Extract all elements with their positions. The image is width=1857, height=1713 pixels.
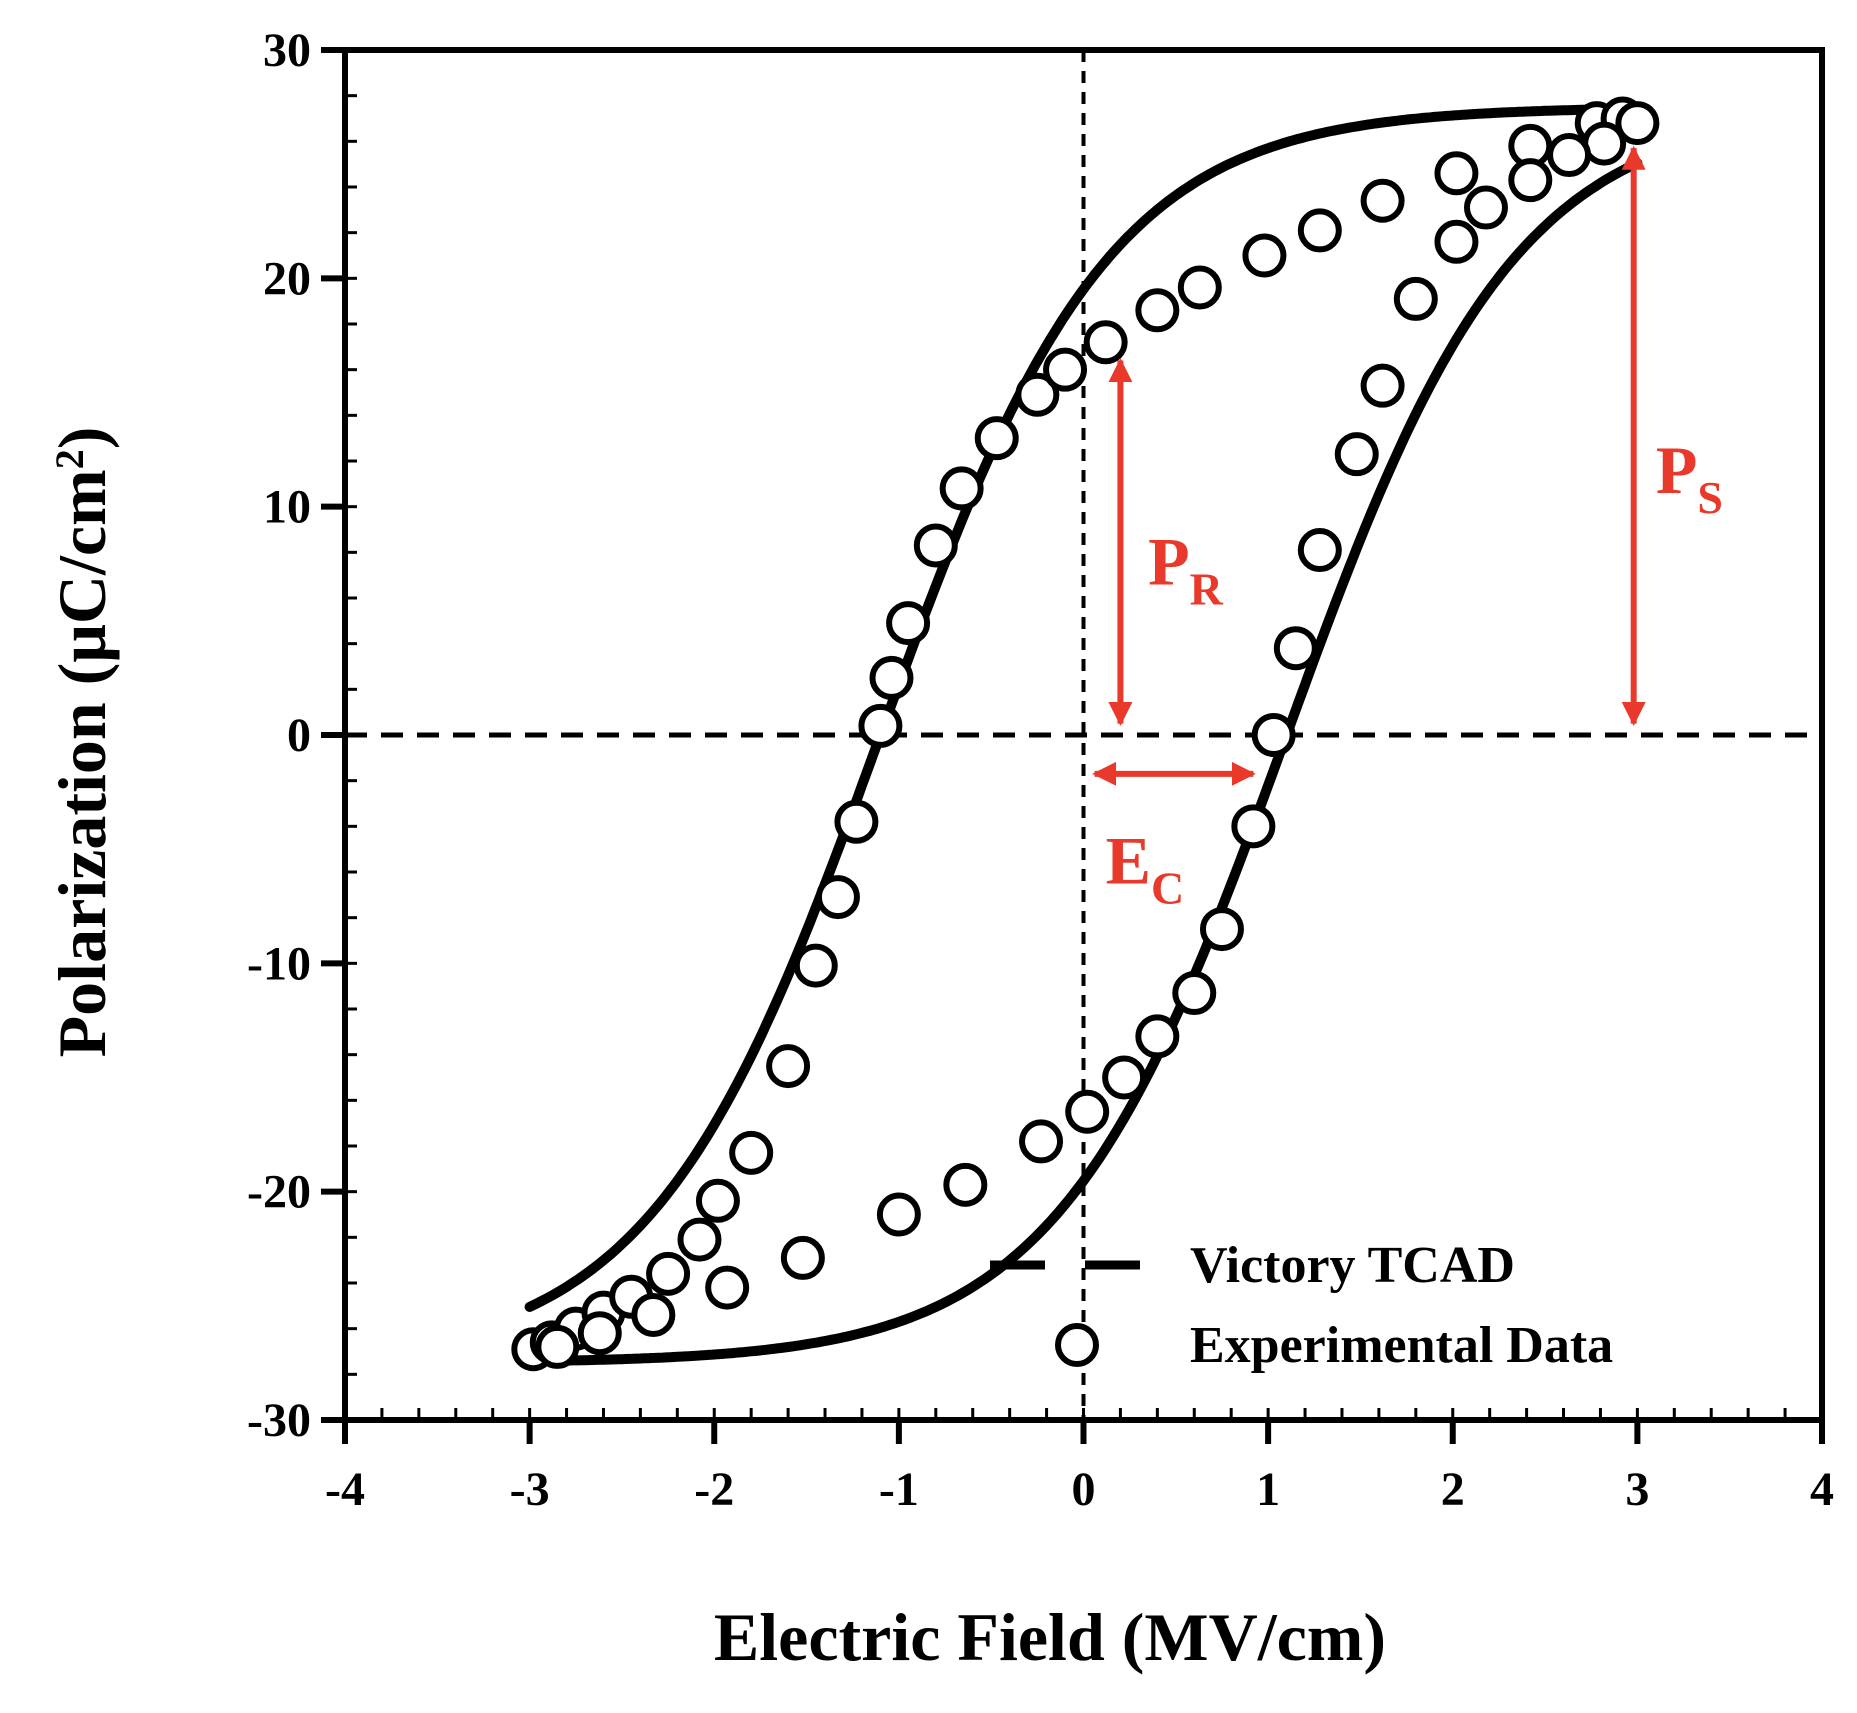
x-tick-label: 1 <box>1256 1463 1280 1516</box>
x-tick-label: -4 <box>325 1463 365 1516</box>
y-axis-title-sup: 2 <box>47 449 92 469</box>
experimental-data-point <box>1172 971 1217 1016</box>
x-tick-label: -2 <box>694 1463 734 1516</box>
experimental-data-point <box>1083 320 1128 365</box>
experimental-data-point <box>695 1178 740 1223</box>
experimental-data-point <box>1297 528 1342 573</box>
experimental-data-point <box>1463 185 1508 230</box>
y-tick-label: 0 <box>287 709 311 762</box>
tcad-ascending-branch <box>524 158 1643 1367</box>
pr-label: PR <box>1148 523 1224 614</box>
y-tick-label: 20 <box>263 252 311 305</box>
experimental-data-point <box>943 1162 988 1207</box>
x-tick-label: 2 <box>1441 1463 1465 1516</box>
ps-label-main: P <box>1656 432 1698 508</box>
experimental-data-point <box>1135 288 1180 333</box>
experimental-data-point <box>1508 158 1553 203</box>
experimental-data-point <box>646 1251 691 1296</box>
experimental-data-point <box>1434 151 1479 196</box>
x-tick-label: 4 <box>1810 1463 1834 1516</box>
x-tick-label: -3 <box>510 1463 550 1516</box>
experimental-data-point <box>858 703 903 748</box>
victory-tcad-series <box>524 103 1643 1367</box>
y-tick-label: -20 <box>247 1166 311 1219</box>
plot-frame <box>321 47 1825 1444</box>
y-tick-label: 30 <box>263 24 311 77</box>
pr-label-sub: R <box>1190 563 1224 614</box>
legend-label-experimental: Experimental Data <box>1190 1317 1613 1374</box>
experimental-data-point <box>577 1311 622 1356</box>
experimental-data-point <box>677 1217 722 1262</box>
ec-label-sub: C <box>1151 862 1184 913</box>
experimental-data-point <box>869 655 914 700</box>
experimental-data-point <box>1242 233 1287 278</box>
x-tick-label: -1 <box>879 1463 919 1516</box>
legend: Victory TCAD Experimental Data <box>990 1237 1613 1374</box>
experimental-data-point <box>876 1192 921 1237</box>
experimental-data-point <box>1297 208 1342 253</box>
tcad-descending-branch <box>524 103 1643 1312</box>
y-tick-label: 10 <box>263 481 311 534</box>
experimental-data-series <box>511 96 1660 1372</box>
y-axis-title-main: Polarization (μC/cm <box>44 469 120 1057</box>
experimental-data-point <box>793 943 838 988</box>
experimental-data-point <box>1393 276 1438 321</box>
experimental-data-point <box>1334 432 1379 477</box>
experimental-data-point <box>974 416 1019 461</box>
experimental-data-point <box>815 875 860 920</box>
x-tick-label: 3 <box>1625 1463 1649 1516</box>
experimental-data-point <box>1615 101 1660 146</box>
ps-label-sub: S <box>1697 472 1723 523</box>
legend-label-tcad: Victory TCAD <box>1190 1237 1515 1294</box>
experimental-data-point <box>766 1044 811 1089</box>
experimental-data-point <box>1177 265 1222 310</box>
experimental-data-point <box>1360 363 1405 408</box>
x-tick-label: 0 <box>1072 1463 1096 1516</box>
y-axis-title-end: ) <box>44 427 120 450</box>
experimental-data-point <box>1043 347 1088 392</box>
experimental-data-point <box>780 1235 825 1280</box>
experimental-data-point <box>1251 713 1296 757</box>
experimental-data-point <box>1273 626 1318 671</box>
reference-lines <box>345 50 1822 1420</box>
experimental-data-point <box>1199 907 1244 952</box>
ec-label-main: E <box>1106 822 1151 898</box>
experimental-data-point <box>1434 219 1479 264</box>
experimental-data-point <box>1015 372 1060 417</box>
experimental-data-point <box>886 601 931 646</box>
experimental-data-point <box>1360 178 1405 223</box>
experimental-data-point <box>705 1265 750 1310</box>
experimental-data-point <box>1019 1119 1064 1164</box>
experimental-data-point <box>913 523 958 568</box>
experimental-data-point <box>535 1324 580 1369</box>
experimental-data-point <box>1135 1014 1180 1059</box>
legend-marker-swatch <box>1055 1323 1099 1367</box>
experimental-data-point <box>834 799 879 844</box>
ps-label: PS <box>1656 432 1723 523</box>
y-tick-label: -30 <box>247 1394 311 1447</box>
y-tick-label: -10 <box>247 937 311 990</box>
ec-label: EC <box>1106 822 1185 913</box>
pr-label-main: P <box>1148 523 1190 599</box>
experimental-data-point <box>1102 1055 1147 1100</box>
experimental-data-point <box>729 1130 774 1175</box>
experimental-data-point <box>1231 804 1276 849</box>
experimental-data-point <box>1065 1089 1110 1134</box>
experimental-data-point <box>939 466 984 511</box>
y-axis-title: Polarization (μC/cm2) <box>44 427 120 1058</box>
x-axis-title: Electric Field (MV/cm) <box>714 1599 1386 1675</box>
experimental-data-point <box>631 1292 676 1337</box>
experimental-data-point <box>1547 133 1592 178</box>
